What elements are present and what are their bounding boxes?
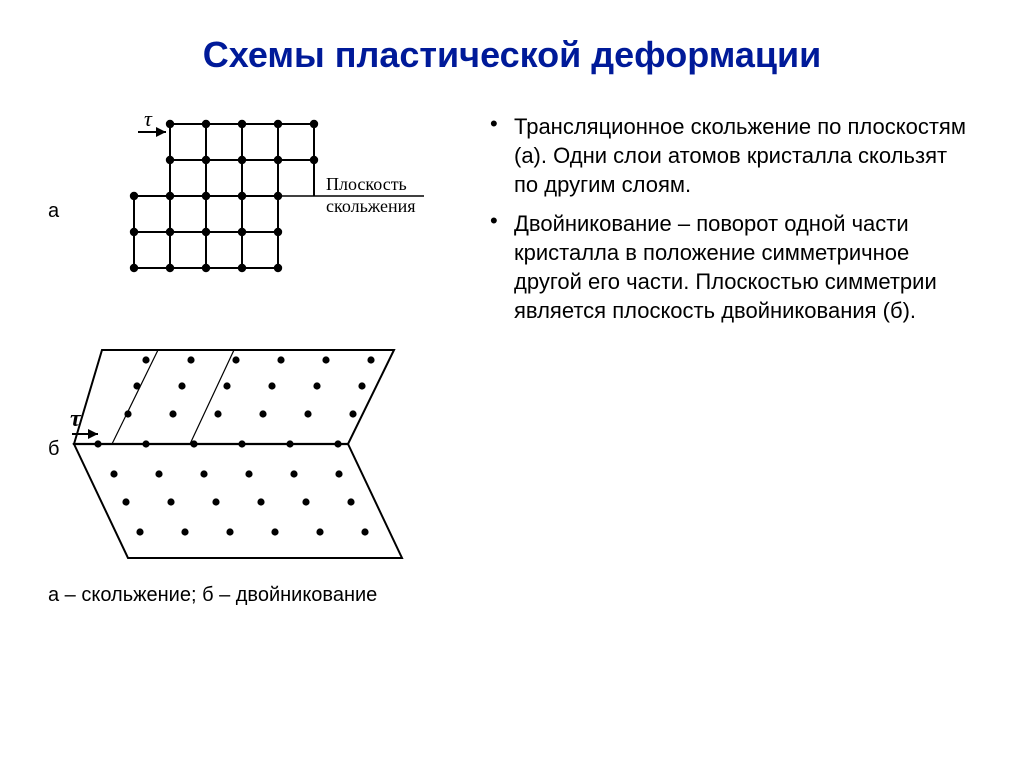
bullet-item: Двойникование – поворот одной части крис…: [488, 209, 976, 325]
svg-text:скольжения: скольжения: [326, 196, 416, 216]
svg-text:τ: τ: [70, 406, 82, 432]
page-title: Схемы пластической деформации: [48, 34, 976, 76]
bullet-list: Трансляционное скольжение по плоскостям …: [488, 112, 976, 325]
diagram-a-svg: τ Плоскостьскольжения: [74, 106, 434, 316]
diagram-a-row: а τ Плоскостьскольжения: [48, 106, 448, 316]
svg-text:Плоскость: Плоскость: [326, 174, 407, 194]
diagram-caption: а – скольжение; б – двойникование: [48, 584, 448, 607]
diagram-b-svg: τ: [74, 334, 434, 564]
diagrams-column: а τ Плоскостьскольжения б τ а – скольжени…: [48, 106, 448, 607]
diagram-b-label: б: [48, 438, 74, 461]
bullet-item: Трансляционное скольжение по плоскостям …: [488, 112, 976, 199]
slide: Схемы пластической деформации а τ Плоскос…: [0, 0, 1024, 768]
svg-text:τ: τ: [144, 106, 153, 131]
content-columns: а τ Плоскостьскольжения б τ а – скольжени…: [48, 106, 976, 607]
diagram-a-label: а: [48, 200, 74, 223]
diagram-b-row: б τ: [48, 334, 448, 564]
text-column: Трансляционное скольжение по плоскостям …: [488, 106, 976, 607]
